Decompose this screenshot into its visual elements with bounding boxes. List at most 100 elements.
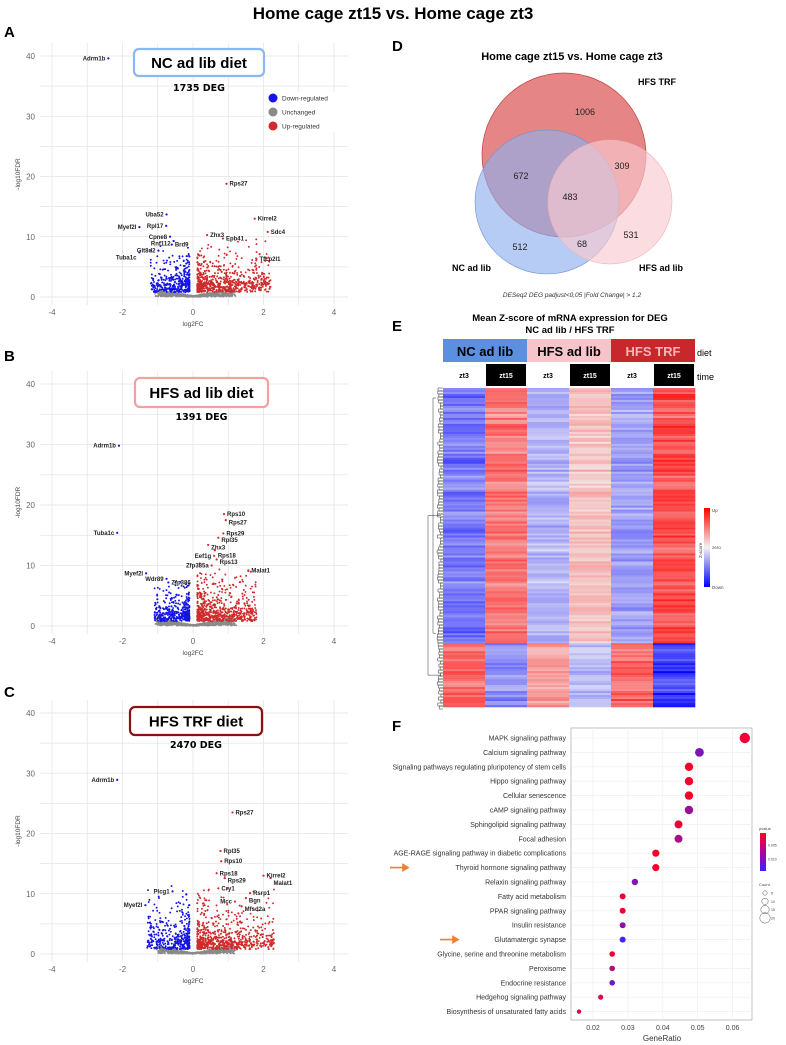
up-regulated-point <box>253 614 255 617</box>
down-regulated-point <box>178 276 181 279</box>
x-tick-label: 2 <box>261 637 266 646</box>
up-regulated-point <box>202 276 205 279</box>
down-regulated-point <box>158 919 161 922</box>
unchanged-point <box>232 949 235 952</box>
up-regulated-point <box>210 607 213 610</box>
up-regulated-point <box>225 936 228 939</box>
up-regulated-point <box>203 578 206 581</box>
labeled-gene-point <box>255 257 258 261</box>
down-regulated-point <box>179 603 181 606</box>
up-regulated-point <box>207 243 210 246</box>
up-regulated-point <box>209 289 212 291</box>
unchanged-point <box>233 622 235 625</box>
down-regulated-point <box>159 268 162 271</box>
up-regulated-point <box>221 578 223 581</box>
up-regulated-point <box>198 610 201 613</box>
up-regulated-point <box>203 600 206 602</box>
up-regulated-point <box>236 273 239 276</box>
down-regulated-point <box>178 613 180 616</box>
up-regulated-point <box>235 614 238 616</box>
up-regulated-point <box>208 275 211 278</box>
unchanged-point <box>225 295 228 298</box>
up-regulated-point <box>242 597 244 600</box>
unchanged-point <box>190 951 193 954</box>
up-regulated-point <box>196 892 199 895</box>
down-regulated-point <box>157 939 160 942</box>
unchanged-point <box>173 292 176 295</box>
up-regulated-point <box>244 590 247 593</box>
down-regulated-point <box>147 917 150 920</box>
up-regulated-point <box>243 285 246 288</box>
up-regulated-point <box>239 575 242 578</box>
up-regulated-point <box>216 602 219 605</box>
unchanged-point <box>216 623 219 626</box>
down-regulated-point <box>173 924 175 927</box>
up-regulated-point <box>206 593 209 596</box>
up-regulated-point <box>202 272 205 274</box>
up-regulated-point <box>206 291 209 293</box>
up-regulated-point <box>217 254 220 257</box>
down-regulated-point <box>179 945 181 948</box>
unchanged-point <box>219 624 222 627</box>
up-regulated-point <box>229 285 232 288</box>
up-regulated-point <box>209 285 212 288</box>
up-regulated-point <box>249 277 252 280</box>
up-regulated-point <box>220 286 223 289</box>
up-regulated-point <box>219 265 222 268</box>
unchanged-point <box>206 296 209 298</box>
down-regulated-point <box>183 275 186 278</box>
up-regulated-point <box>223 281 226 284</box>
unchanged-point <box>233 294 236 297</box>
up-regulated-point <box>254 581 257 584</box>
down-regulated-point <box>178 599 180 602</box>
up-regulated-point <box>264 285 267 287</box>
up-regulated-point <box>223 256 226 259</box>
gene-label: Tuba1c <box>94 531 115 537</box>
down-regulated-point <box>165 261 168 264</box>
down-regulated-point <box>166 282 169 285</box>
down-regulated-point <box>185 592 188 595</box>
down-regulated-point <box>167 947 170 950</box>
up-regulated-point <box>222 614 224 617</box>
up-regulated-point <box>228 286 231 288</box>
down-regulated-point <box>188 582 191 585</box>
unchanged-point <box>157 950 160 952</box>
unchanged-point <box>174 294 176 297</box>
labeled-gene-point <box>217 536 220 539</box>
up-regulated-point <box>252 271 255 274</box>
gene-label: Zfp385a <box>186 564 209 570</box>
down-regulated-point <box>161 929 164 932</box>
unchanged-point <box>166 624 169 627</box>
up-regulated-point <box>246 290 249 293</box>
up-regulated-point <box>248 281 251 284</box>
up-regulated-point <box>204 928 207 931</box>
unchanged-point <box>220 622 223 625</box>
up-regulated-point <box>236 921 239 924</box>
up-regulated-point <box>213 274 216 277</box>
down-regulated-point <box>188 255 191 258</box>
down-regulated-point <box>185 917 188 920</box>
up-regulated-point <box>239 615 242 618</box>
up-regulated-point <box>196 273 199 276</box>
down-regulated-point <box>173 288 176 291</box>
labeled-gene-point <box>157 249 160 252</box>
diet-title-box <box>132 47 266 78</box>
down-regulated-point <box>161 268 164 271</box>
down-regulated-point <box>166 935 169 938</box>
down-regulated-point <box>187 940 190 943</box>
up-regulated-point <box>236 615 239 618</box>
down-regulated-point <box>188 288 191 291</box>
down-regulated-point <box>178 289 181 292</box>
gene-label: Eef1g <box>195 554 212 560</box>
down-regulated-point <box>151 283 154 286</box>
unchanged-point <box>231 623 234 626</box>
down-regulated-point <box>162 600 165 603</box>
up-regulated-point <box>214 277 217 280</box>
up-regulated-point <box>206 603 209 606</box>
down-regulated-point <box>163 619 166 622</box>
up-regulated-point <box>203 590 206 593</box>
up-regulated-point <box>228 615 231 618</box>
unchanged-point <box>157 952 160 954</box>
gene-label: Zhx3 <box>210 233 225 239</box>
